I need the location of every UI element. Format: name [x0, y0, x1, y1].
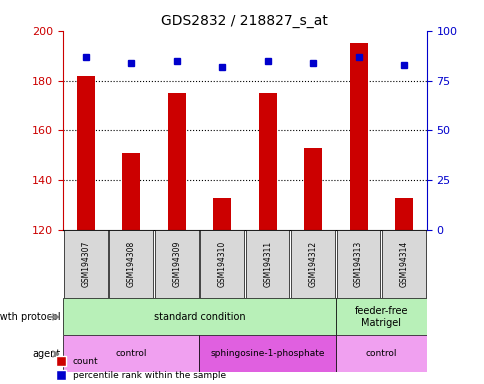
Text: control: control	[115, 349, 147, 359]
Text: GSM194314: GSM194314	[399, 241, 408, 287]
FancyBboxPatch shape	[335, 336, 426, 372]
FancyBboxPatch shape	[63, 336, 199, 372]
Text: GSM194307: GSM194307	[81, 241, 90, 288]
Legend: count, percentile rank within the sample: count, percentile rank within the sample	[53, 354, 229, 383]
Bar	[212, 198, 231, 230]
Text: feeder-free
Matrigel: feeder-free Matrigel	[354, 306, 407, 328]
Text: standard condition: standard condition	[153, 312, 245, 322]
FancyBboxPatch shape	[381, 230, 425, 298]
Bar	[303, 148, 321, 230]
FancyBboxPatch shape	[154, 230, 198, 298]
Text: GSM194308: GSM194308	[126, 241, 136, 287]
Text: GSM194310: GSM194310	[217, 241, 226, 287]
FancyBboxPatch shape	[336, 230, 379, 298]
Text: control: control	[365, 349, 396, 359]
FancyBboxPatch shape	[63, 298, 335, 336]
Bar	[349, 43, 367, 230]
Bar	[76, 76, 95, 230]
Text: GSM194309: GSM194309	[172, 241, 181, 288]
FancyBboxPatch shape	[199, 336, 335, 372]
FancyBboxPatch shape	[245, 230, 289, 298]
FancyBboxPatch shape	[335, 298, 426, 336]
Bar	[394, 198, 412, 230]
Bar	[167, 93, 185, 230]
Text: GSM194312: GSM194312	[308, 241, 317, 287]
Title: GDS2832 / 218827_s_at: GDS2832 / 218827_s_at	[161, 14, 328, 28]
Text: sphingosine-1-phosphate: sphingosine-1-phosphate	[210, 349, 324, 359]
FancyBboxPatch shape	[64, 230, 107, 298]
FancyBboxPatch shape	[200, 230, 243, 298]
Text: GSM194313: GSM194313	[353, 241, 363, 287]
Bar	[122, 153, 140, 230]
FancyBboxPatch shape	[291, 230, 334, 298]
Text: growth protocol: growth protocol	[0, 312, 60, 322]
Bar	[258, 93, 276, 230]
FancyBboxPatch shape	[109, 230, 153, 298]
Text: agent: agent	[32, 349, 60, 359]
Text: GSM194311: GSM194311	[263, 241, 272, 287]
